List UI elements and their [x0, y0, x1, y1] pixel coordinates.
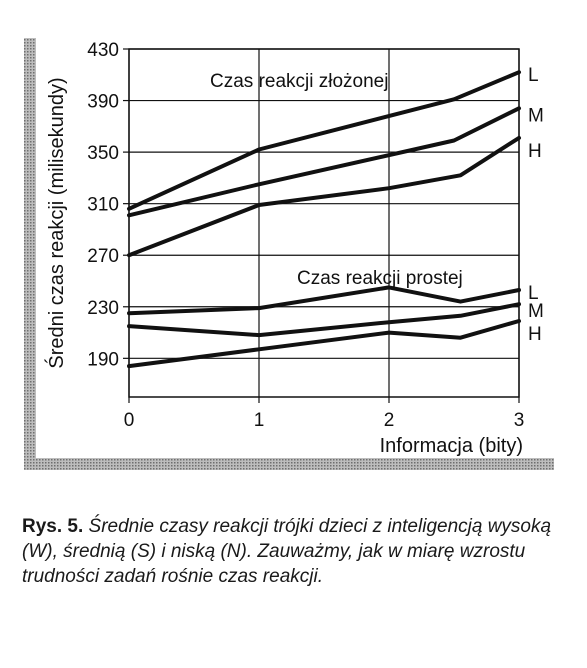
grid-lines	[123, 48, 520, 403]
y-tick-label: 230	[87, 298, 119, 319]
frame-left-shade	[24, 38, 36, 470]
series-label-complex-H: H	[528, 141, 542, 162]
y-tick-label: 190	[87, 349, 119, 370]
y-tick-label: 390	[87, 92, 119, 113]
y-axis-title: Średni czas reakcji (milisekundy)	[44, 77, 68, 368]
y-tick-label: 430	[87, 40, 119, 61]
frame-bottom-shade	[24, 458, 554, 470]
series-label-complex-L: L	[528, 65, 539, 86]
y-tick-label: 310	[87, 195, 119, 216]
y-tick-label: 270	[87, 246, 119, 267]
x-tick-label: 0	[124, 410, 135, 431]
figure-caption: Rys. 5. Średnie czasy reakcji trójki dzi…	[22, 514, 577, 589]
series-line-complex-H	[127, 135, 521, 258]
series-line-simple-M	[127, 302, 521, 338]
series-line-simple-L	[127, 285, 521, 316]
x-axis-title: Informacja (bity)	[380, 435, 523, 457]
series-line-complex-L	[127, 70, 521, 211]
series-label-complex-M: M	[528, 105, 544, 126]
plot-frame	[128, 48, 520, 398]
series-label-simple-M: M	[528, 301, 544, 322]
caption-lead: Rys. 5.	[22, 516, 84, 537]
caption-text: Średnie czasy reakcji trójki dzieci z in…	[22, 516, 552, 587]
x-tick-label: 1	[254, 410, 265, 431]
x-tick-label: 3	[514, 410, 525, 431]
annotation-simple: Czas reakcji prostej	[297, 268, 463, 289]
series-line-simple-H	[127, 319, 521, 369]
x-tick-label: 2	[384, 410, 395, 431]
series-label-simple-H: H	[528, 324, 542, 345]
x-tick-labels: 0 1 2 3	[124, 410, 525, 431]
series-label-simple-L: L	[528, 283, 539, 304]
y-tick-label: 350	[87, 143, 119, 164]
annotation-complex: Czas reakcji złożonej	[210, 71, 388, 92]
series-lines	[127, 70, 521, 369]
series-line-complex-M	[127, 106, 521, 218]
y-tick-labels: 430 390 350 310 270 230 190	[87, 40, 119, 370]
